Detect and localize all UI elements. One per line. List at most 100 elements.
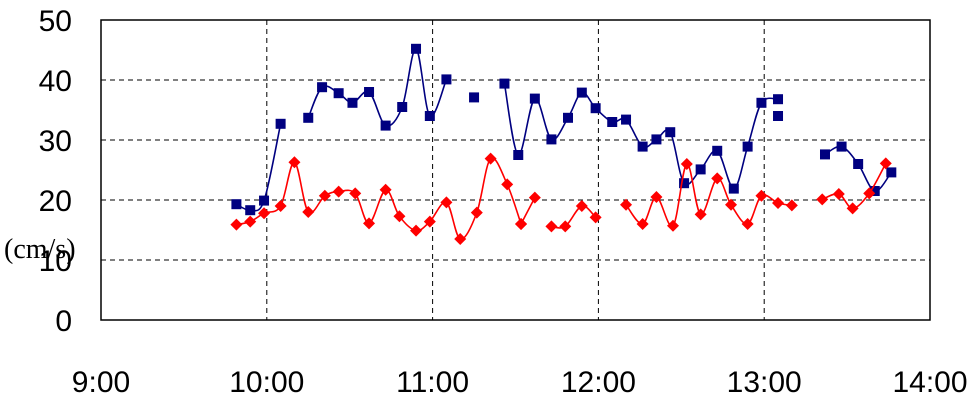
data-point-square (607, 117, 618, 127)
x-tick-label: 11:00 (396, 366, 469, 397)
data-point-diamond (879, 157, 892, 170)
y-axis-label: (cm/s) (4, 234, 76, 265)
data-point-diamond (785, 199, 798, 212)
data-point-square (756, 97, 767, 108)
data-point-diamond (410, 224, 423, 237)
data-point-square (245, 205, 256, 216)
data-point-square (869, 186, 880, 196)
data-point-square (651, 134, 662, 145)
data-point-diamond (589, 211, 602, 224)
data-point-square (469, 92, 480, 103)
y-tick-label: 30 (39, 125, 72, 158)
data-point-diamond (318, 189, 331, 202)
data-point-square (836, 141, 847, 152)
data-point-square (742, 141, 753, 152)
data-point-square (333, 88, 344, 99)
data-point-diamond (302, 206, 315, 218)
data-point-diamond (846, 202, 859, 215)
x-tick-label: 13:00 (727, 366, 802, 397)
data-point-square (397, 102, 408, 112)
series-group (230, 43, 897, 245)
data-point-square (728, 183, 739, 194)
data-point-square (590, 103, 601, 114)
data-point-diamond (484, 152, 497, 165)
data-point-square (853, 159, 864, 169)
plot-area (100, 19, 931, 321)
data-point-square (621, 114, 632, 125)
data-point-diamond (528, 191, 541, 204)
data-point-diamond (332, 185, 345, 198)
data-point-square (546, 134, 557, 145)
data-point-diamond (288, 156, 301, 169)
data-point-square (513, 150, 524, 160)
data-point-diamond (393, 210, 406, 223)
data-point-diamond (636, 218, 649, 230)
data-point-square (665, 127, 676, 138)
data-point-square (275, 118, 286, 129)
data-point-diamond (470, 206, 483, 219)
data-point-diamond (755, 189, 768, 202)
data-point-diamond (379, 183, 392, 196)
data-point-square (259, 195, 270, 206)
data-point-diamond (575, 200, 588, 212)
data-point-diamond (440, 196, 453, 209)
data-point-square (773, 94, 784, 105)
y-tick-labels: 0 10 20 30 40 50 (39, 5, 72, 338)
data-point-square (679, 178, 690, 189)
data-point-diamond (725, 198, 738, 211)
data-point-square (441, 74, 452, 85)
series-line (307, 47, 448, 127)
y-tick-label: 20 (39, 185, 72, 218)
y-tick-label: 0 (55, 305, 72, 338)
data-point-diamond (515, 218, 528, 230)
data-point-diamond (274, 200, 287, 212)
data-point-diamond (559, 220, 572, 233)
data-point-diamond (711, 172, 724, 185)
data-point-square (424, 111, 435, 121)
data-point-diamond (423, 215, 436, 228)
y-tick-label: 50 (39, 5, 72, 38)
data-point-square (303, 112, 314, 123)
data-point-square (347, 97, 358, 108)
data-point-square (231, 199, 242, 210)
series-line (236, 123, 282, 212)
x-tick-label: 14:00 (892, 366, 967, 397)
data-point-diamond (230, 218, 243, 231)
data-point-diamond (454, 233, 467, 245)
data-point-square (576, 87, 587, 98)
data-point-diamond (501, 178, 514, 191)
data-point-square (637, 141, 648, 152)
data-point-square (317, 82, 328, 93)
data-point-square (529, 93, 540, 104)
data-point-square (695, 164, 706, 175)
y-tick-label: 10 (39, 245, 72, 278)
data-point-diamond (650, 191, 663, 203)
data-point-diamond (816, 193, 829, 206)
data-point-square (364, 87, 375, 97)
data-point-square (380, 120, 391, 131)
x-tick-label: 12:00 (561, 366, 636, 397)
data-point-square (819, 149, 830, 160)
data-point-diamond (667, 219, 680, 232)
data-point-square (499, 78, 510, 89)
data-point-diamond (545, 220, 558, 233)
series-line (551, 205, 597, 229)
data-point-square (563, 112, 574, 123)
data-point-diamond (363, 217, 376, 230)
data-point-diamond (680, 158, 693, 170)
data-point-diamond (863, 187, 876, 200)
x-tick-labels: 9:00 10:00 11:00 12:00 13:00 14:00 (72, 366, 968, 397)
data-point-diamond (694, 208, 707, 221)
series-1 (231, 43, 897, 216)
data-point-diamond (258, 207, 271, 220)
series-2 (230, 152, 892, 245)
data-point-diamond (741, 218, 754, 230)
data-point-diamond (244, 215, 257, 228)
y-tick-label: 40 (39, 65, 72, 98)
data-point-diamond (832, 188, 845, 200)
data-point-square (886, 167, 897, 178)
data-point-diamond (620, 198, 633, 211)
x-tick-label: 9:00 (72, 366, 130, 397)
